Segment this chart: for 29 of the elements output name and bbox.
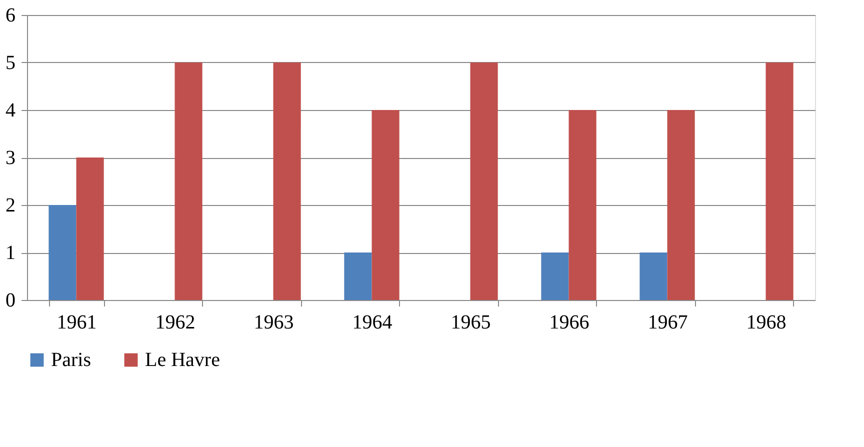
y-tick-label: 4 xyxy=(6,100,16,122)
y-tick-label: 5 xyxy=(6,52,16,74)
bar xyxy=(174,62,202,300)
legend-label: Le Havre xyxy=(145,349,220,371)
bar xyxy=(640,252,668,300)
y-tick-label: 1 xyxy=(6,242,16,264)
x-tick-label: 1961 xyxy=(56,312,97,334)
x-tick-label: 1966 xyxy=(549,312,590,334)
bar xyxy=(372,110,400,300)
bar xyxy=(48,205,76,300)
bar xyxy=(76,158,104,300)
bar xyxy=(766,62,794,300)
x-tick-label: 1967 xyxy=(648,312,688,334)
x-tick-label: 1964 xyxy=(352,312,392,334)
legend-label: Paris xyxy=(51,349,92,371)
bar xyxy=(667,110,695,300)
bar xyxy=(470,62,498,300)
bar xyxy=(541,252,569,300)
bar xyxy=(273,62,301,300)
y-tick-label: 6 xyxy=(6,4,16,26)
x-tick-label: 1965 xyxy=(450,312,491,334)
y-tick-label: 2 xyxy=(6,194,16,216)
x-tick-label: 1968 xyxy=(746,312,786,334)
y-tick-label: 3 xyxy=(6,147,16,169)
bar xyxy=(568,110,596,300)
y-tick-label: 0 xyxy=(6,290,16,312)
x-tick-label: 1963 xyxy=(254,312,294,334)
bar xyxy=(344,252,372,300)
x-tick-label: 1962 xyxy=(155,312,196,334)
